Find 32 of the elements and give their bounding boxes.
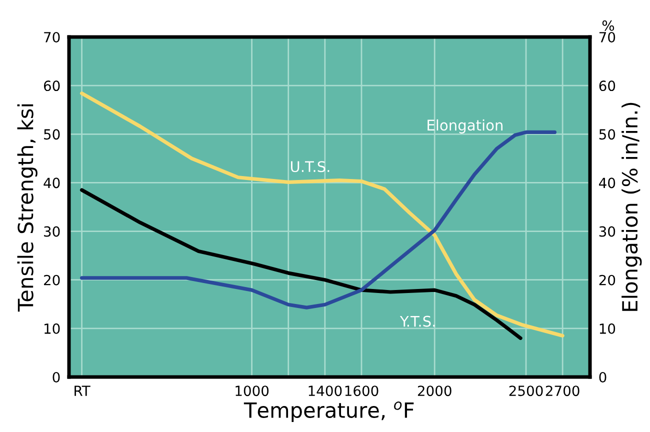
y-axis-title: Tensile Strength, ksi xyxy=(17,104,38,312)
series-label: Elongation xyxy=(428,119,502,134)
y2-tick-label: 10 xyxy=(600,323,616,334)
y2-tick-label: 70 xyxy=(599,32,616,42)
y-tick-label: 50 xyxy=(44,129,60,140)
y-tick-label: 10 xyxy=(44,323,60,334)
y2-tick-label: 20 xyxy=(599,274,616,286)
x-tick-label: 1400 xyxy=(308,386,342,396)
x-tick-label: 2000 xyxy=(418,386,452,396)
x-tick-label: 2700 xyxy=(546,386,580,396)
y-tick-label: 40 xyxy=(44,178,60,188)
x-axis-title: Temperature, $^{o}$F xyxy=(244,402,414,422)
y-tick-label: 30 xyxy=(44,226,60,237)
text: % xyxy=(602,20,614,31)
y-tick-label: 60 xyxy=(44,80,60,92)
y2-tick-label: 30 xyxy=(599,226,616,237)
line-series xyxy=(80,92,564,338)
y2-axis-title: Elongation (% in/in.) xyxy=(622,102,642,311)
x-tick-label: 2500 xyxy=(509,386,543,396)
y2-tick-label: 60 xyxy=(599,80,616,92)
y2-tick-label: 40 xyxy=(599,178,616,188)
y-tick-label: 70 xyxy=(44,32,60,42)
y-tick-label: 0 xyxy=(52,372,60,382)
x-tick-label: RT xyxy=(74,386,90,396)
y2-tick-label: 0 xyxy=(599,372,606,382)
series-label: Y.T.S. xyxy=(400,316,435,327)
y2-tick-label: 50 xyxy=(599,129,616,140)
series-label: U.T.S. xyxy=(290,161,330,172)
line-series xyxy=(80,188,522,340)
x-tick-label: 1000 xyxy=(236,386,269,396)
x-tick-label: 1600 xyxy=(345,386,378,396)
y-tick-label: 20 xyxy=(44,274,60,286)
